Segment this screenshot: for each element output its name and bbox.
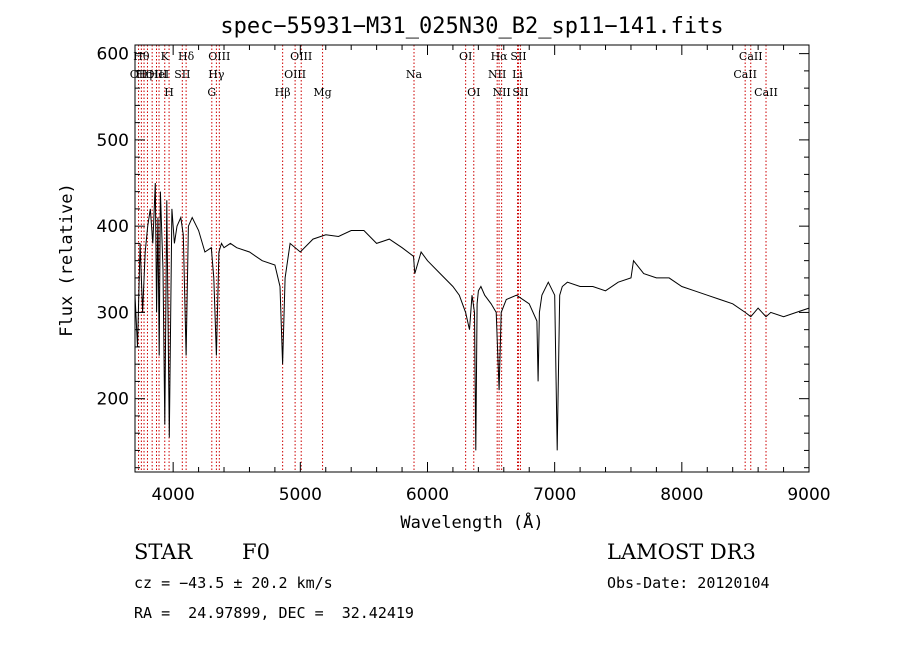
line-label: NII bbox=[492, 86, 510, 99]
emission-line-labels: OIIHθHηOIIIHeIKHSIIHδGHγOIIIHβOIIIOIIIMg… bbox=[130, 50, 778, 99]
line-label: G bbox=[207, 86, 216, 99]
line-label: SII bbox=[512, 86, 528, 99]
object-subclass: F0 bbox=[242, 540, 270, 564]
redshift-readout: cz = −43.5 ± 20.2 km/s bbox=[134, 574, 333, 592]
line-label: OI bbox=[459, 50, 472, 63]
line-label: K bbox=[161, 50, 170, 63]
line-label: OIII bbox=[290, 50, 312, 63]
survey-name: LAMOST DR3 bbox=[607, 540, 756, 564]
line-label: Hα bbox=[491, 50, 509, 63]
x-tick-label: 9000 bbox=[787, 485, 830, 505]
line-label: CaII bbox=[733, 68, 757, 81]
observation-date: Obs-Date: 20120104 bbox=[607, 574, 770, 592]
emission-line-markers bbox=[138, 45, 767, 472]
line-label: OIII bbox=[208, 50, 230, 63]
line-label: OIII bbox=[145, 68, 167, 81]
sky-coordinates: RA = 24.97899, DEC = 32.42419 bbox=[134, 604, 414, 622]
line-label: CaII bbox=[754, 86, 778, 99]
line-label: OI bbox=[467, 86, 480, 99]
spectrum-line bbox=[134, 182, 810, 451]
line-label: Hδ bbox=[178, 50, 195, 63]
x-tick-label: 8000 bbox=[660, 485, 703, 505]
line-label: NII bbox=[488, 68, 506, 81]
line-label: Hγ bbox=[208, 68, 225, 81]
line-label: OII bbox=[130, 68, 148, 81]
line-label: Mg bbox=[313, 86, 331, 99]
x-tick-label: 4000 bbox=[152, 485, 195, 505]
line-label: Hβ bbox=[275, 86, 291, 99]
line-label: HeI bbox=[149, 68, 169, 81]
y-tick-label: 600 bbox=[97, 45, 129, 65]
y-tick-label: 400 bbox=[97, 217, 129, 237]
y-tick-label: 500 bbox=[97, 131, 129, 151]
line-label: OIII bbox=[284, 68, 306, 81]
y-axis-label: Flux (relative) bbox=[57, 183, 77, 337]
x-tick-label: 7000 bbox=[533, 485, 576, 505]
x-axis-label: Wavelength (Å) bbox=[400, 511, 543, 533]
object-class: STAR bbox=[134, 540, 193, 564]
line-label: H bbox=[164, 86, 174, 99]
line-label: Na bbox=[406, 68, 423, 81]
y-axis: 200 300 400 500 600 bbox=[97, 45, 809, 469]
line-label: Hθ bbox=[133, 50, 150, 63]
y-tick-label: 200 bbox=[97, 390, 129, 410]
plot-frame bbox=[134, 44, 810, 473]
x-tick-label: 6000 bbox=[406, 485, 449, 505]
line-label: SII bbox=[510, 50, 526, 63]
chart-title: spec−55931−M31_025N30_B2_sp11−141.fits bbox=[220, 14, 723, 39]
x-axis: 4000 5000 6000 7000 8000 9000 bbox=[152, 45, 831, 505]
x-tick-label: 5000 bbox=[279, 485, 322, 505]
line-label: Li bbox=[512, 68, 523, 81]
line-label: SII bbox=[174, 68, 190, 81]
line-label: CaII bbox=[739, 50, 763, 63]
y-tick-label: 300 bbox=[97, 303, 129, 323]
